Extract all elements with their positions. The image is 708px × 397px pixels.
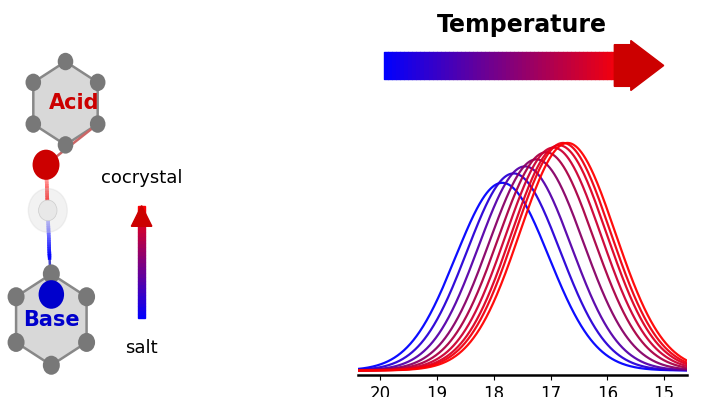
Bar — [138, 266, 145, 270]
Polygon shape — [33, 62, 98, 145]
Circle shape — [90, 116, 105, 133]
Bar — [138, 303, 145, 306]
Bar — [138, 232, 145, 236]
Text: Base: Base — [23, 310, 79, 330]
Circle shape — [28, 189, 67, 232]
Bar — [138, 229, 145, 232]
Bar — [138, 258, 145, 262]
Bar — [138, 221, 145, 225]
Bar — [138, 310, 145, 314]
Text: Temperature: Temperature — [437, 13, 607, 37]
Circle shape — [25, 116, 41, 133]
Bar — [138, 295, 145, 299]
Bar — [138, 251, 145, 254]
Circle shape — [8, 287, 25, 306]
Bar — [138, 292, 145, 295]
Bar — [138, 218, 145, 221]
Bar — [138, 273, 145, 277]
Bar — [138, 240, 145, 243]
Bar — [138, 225, 145, 229]
Circle shape — [39, 280, 64, 309]
Bar — [138, 270, 145, 273]
FancyArrow shape — [132, 206, 152, 226]
Circle shape — [58, 136, 73, 154]
Text: salt: salt — [125, 339, 158, 357]
Bar — [138, 306, 145, 310]
Bar — [138, 314, 145, 318]
Bar — [138, 277, 145, 281]
Circle shape — [78, 333, 95, 352]
FancyArrow shape — [615, 40, 663, 91]
Bar — [138, 281, 145, 284]
Text: Acid: Acid — [49, 93, 100, 113]
Bar — [138, 299, 145, 303]
Circle shape — [25, 74, 41, 91]
Circle shape — [58, 53, 73, 70]
Circle shape — [42, 356, 59, 375]
Bar — [138, 247, 145, 251]
Circle shape — [39, 200, 57, 221]
Text: cocrystal: cocrystal — [101, 169, 183, 187]
Circle shape — [43, 264, 59, 283]
Circle shape — [33, 150, 59, 180]
Bar — [138, 214, 145, 218]
Circle shape — [90, 74, 105, 91]
Bar — [138, 262, 145, 266]
Bar — [138, 210, 145, 214]
Polygon shape — [16, 274, 86, 365]
Circle shape — [8, 333, 25, 352]
Circle shape — [78, 287, 95, 306]
Bar — [138, 284, 145, 288]
Bar — [138, 243, 145, 247]
Bar — [138, 206, 145, 210]
Bar — [138, 236, 145, 240]
Bar — [138, 254, 145, 258]
Bar — [138, 288, 145, 292]
